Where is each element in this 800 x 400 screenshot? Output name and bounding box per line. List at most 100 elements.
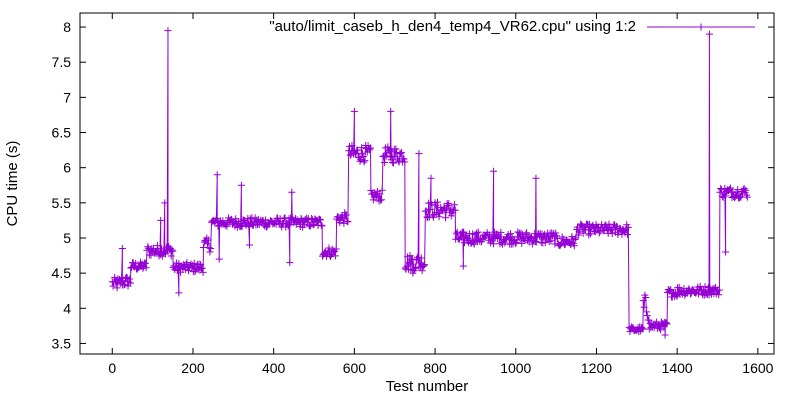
data-point [239, 216, 247, 224]
data-point [520, 235, 528, 243]
data-point [507, 230, 515, 238]
data-point [206, 248, 214, 256]
data-point [657, 326, 665, 334]
data-point [715, 291, 723, 299]
data-point [141, 259, 149, 267]
x-tick-label: 800 [423, 360, 447, 376]
data-point [523, 229, 531, 237]
data-point [675, 283, 683, 291]
data-point [316, 216, 324, 224]
data-point [354, 146, 362, 154]
data-point [223, 222, 231, 230]
data-point [185, 267, 193, 275]
data-point [332, 245, 340, 253]
data-point [439, 206, 447, 214]
data-point [355, 154, 363, 162]
data-point [262, 223, 270, 231]
data-point [426, 205, 434, 213]
data-point [490, 240, 498, 248]
data-point [511, 239, 519, 247]
data-point [472, 237, 480, 245]
data-point [742, 186, 750, 194]
data-point [418, 267, 426, 275]
y-tick-label: 6.5 [52, 125, 72, 141]
data-point [394, 157, 402, 165]
data-point [358, 144, 366, 152]
data-point [356, 157, 364, 165]
data-point [392, 145, 400, 153]
data-point [213, 171, 221, 179]
data-point [640, 303, 648, 311]
data-point [204, 240, 212, 248]
data-point [304, 218, 312, 226]
data-point [411, 265, 419, 273]
legend: "auto/limit_caseb_h_den4_temp4_VR62.cpu"… [269, 18, 755, 35]
data-point [359, 153, 367, 161]
data-point [126, 275, 134, 283]
data-point [409, 260, 417, 268]
data-point [197, 261, 205, 269]
data-point [645, 316, 653, 324]
data-point [582, 226, 590, 234]
data-point [553, 235, 561, 243]
data-point [122, 274, 130, 282]
data-point [406, 252, 414, 260]
data-point [415, 150, 423, 158]
data-point [578, 222, 586, 230]
y-tick-label: 4.5 [52, 265, 72, 281]
data-point [451, 206, 459, 214]
data-point [316, 215, 324, 223]
data-point [348, 142, 356, 150]
data-point [624, 231, 632, 239]
data-point [422, 207, 430, 215]
data-point [462, 231, 470, 239]
data-point [456, 235, 464, 243]
data-point [350, 107, 358, 115]
data-point [665, 287, 673, 295]
data-point [381, 159, 389, 167]
x-axis-label: Test number [386, 378, 469, 395]
data-point [336, 219, 344, 227]
data-point [207, 244, 215, 252]
data-point [552, 229, 560, 237]
y-tick-label: 4 [63, 300, 71, 316]
data-point [716, 286, 724, 294]
data-point [434, 209, 442, 217]
data-point [427, 174, 435, 182]
data-point [276, 215, 284, 223]
data-point [420, 262, 428, 270]
data-point [358, 150, 366, 158]
legend-plus-marker [697, 23, 705, 31]
data-point [237, 181, 245, 189]
data-point [544, 233, 552, 241]
data-point [157, 216, 165, 224]
data-point [591, 228, 599, 236]
data-point [346, 151, 354, 159]
data-point [421, 261, 429, 269]
data-point [526, 232, 534, 240]
x-tick-label: 1400 [662, 360, 693, 376]
x-tick-label: 1600 [742, 360, 773, 376]
data-point [624, 223, 632, 231]
x-tick-label: 400 [262, 360, 286, 376]
data-point [190, 259, 198, 267]
data-point [478, 235, 486, 243]
data-point [642, 308, 650, 316]
data-point [162, 250, 170, 258]
data-point [161, 199, 169, 207]
data-point [722, 192, 730, 200]
data-point [651, 320, 659, 328]
data-point [454, 234, 462, 242]
y-tick-label: 7.5 [52, 54, 72, 70]
data-point [726, 184, 734, 192]
data-point [401, 158, 409, 166]
data-point [361, 156, 369, 164]
data-point [490, 167, 498, 175]
data-point [111, 273, 119, 281]
data-point [513, 236, 521, 244]
data-point [416, 259, 424, 267]
data-point [168, 246, 176, 254]
data-point [342, 211, 350, 219]
data-point [473, 229, 481, 237]
data-point [588, 222, 596, 230]
